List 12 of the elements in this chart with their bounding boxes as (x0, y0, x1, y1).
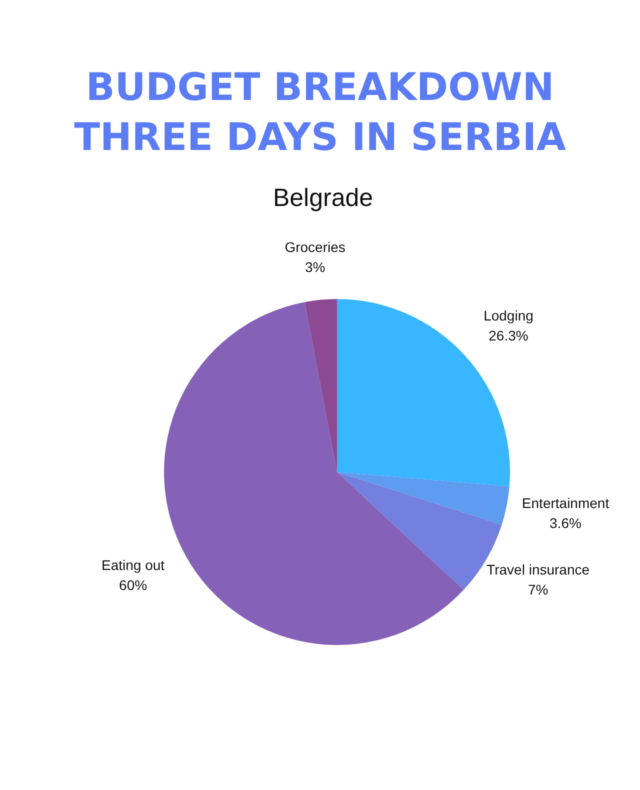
slice-label: Travel insurance (486, 562, 590, 578)
slice-label: Lodging (484, 307, 534, 324)
data-label: 3.6% (550, 514, 582, 531)
data-label: 3% (304, 258, 326, 275)
slice-label: Groceries (284, 238, 346, 255)
data-label: 60% (119, 576, 148, 593)
chart-title: BUDGET BREAKDOWN THREE DAYS IN SERBIA (73, 64, 567, 161)
slice-label: Entertainment (522, 494, 610, 511)
slice-label: Eating out (102, 556, 165, 573)
data-label: 7% (528, 582, 548, 598)
chart-subtitle: Belgrade (272, 184, 374, 213)
data-label: 26.3% (488, 327, 528, 344)
